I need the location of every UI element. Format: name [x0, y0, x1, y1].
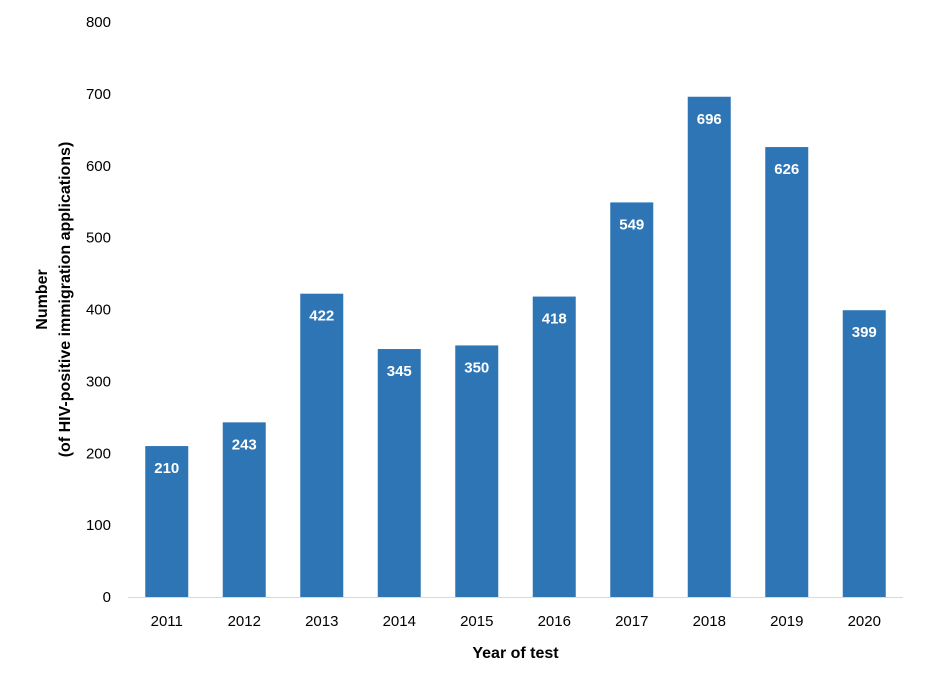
bar-value-label: 422 — [309, 308, 334, 325]
bar-2016 — [532, 296, 576, 597]
x-tick-label: 2013 — [305, 613, 338, 630]
y-axis-title-line-1: Number — [34, 269, 51, 329]
x-tick-label: 2011 — [151, 613, 183, 630]
x-tick-label: 2012 — [228, 613, 261, 630]
bar-value-label: 399 — [852, 324, 877, 341]
bar-value-label: 696 — [697, 111, 722, 128]
y-tick-label: 0 — [103, 589, 111, 606]
bar-2014 — [377, 349, 421, 597]
y-axis-title-line-2: (of HIV-positive immigration application… — [57, 142, 74, 458]
bar-value-label: 243 — [232, 436, 257, 453]
x-tick-label: 2017 — [615, 613, 648, 630]
bar-value-label: 345 — [387, 363, 412, 380]
y-tick-label: 700 — [86, 86, 111, 103]
bar-2011 — [145, 446, 189, 597]
bar-data-labels: 210 243 422 345 350 418 549 696 626 399 — [154, 111, 877, 477]
x-tick-label: 2018 — [693, 613, 726, 630]
bar-2013 — [300, 293, 344, 597]
y-tick-label: 600 — [86, 158, 111, 175]
x-tick-label: 2020 — [848, 613, 881, 630]
y-axis-ticks: 0 100 200 300 400 500 600 700 800 — [86, 14, 111, 606]
y-tick-label: 400 — [86, 302, 111, 319]
bar-value-label: 626 — [774, 161, 799, 178]
x-tick-label: 2015 — [460, 613, 493, 630]
bar-value-label: 549 — [619, 216, 644, 233]
y-tick-label: 300 — [86, 373, 111, 390]
y-tick-label: 200 — [86, 445, 111, 462]
bar-value-label: 350 — [464, 359, 489, 376]
bar-value-label: 418 — [542, 311, 567, 328]
y-tick-label: 100 — [86, 517, 111, 534]
x-tick-label: 2014 — [383, 613, 416, 630]
bar-2020 — [842, 310, 886, 597]
bar-2015 — [455, 345, 499, 597]
x-axis-title: Year of test — [472, 645, 559, 662]
y-tick-label: 800 — [86, 14, 111, 31]
bars — [145, 96, 886, 597]
bar-value-label: 210 — [154, 460, 179, 477]
bar-2012 — [222, 422, 266, 597]
bar-2017 — [610, 202, 654, 597]
x-tick-label: 2016 — [538, 613, 571, 630]
bar-2018 — [687, 96, 731, 597]
x-tick-label: 2019 — [770, 613, 803, 630]
x-axis-ticks: 2011 2012 2013 2014 2015 2016 2017 2018 2019 2020 — [151, 613, 881, 630]
y-tick-label: 500 — [86, 230, 111, 247]
bar-2019 — [765, 147, 809, 597]
